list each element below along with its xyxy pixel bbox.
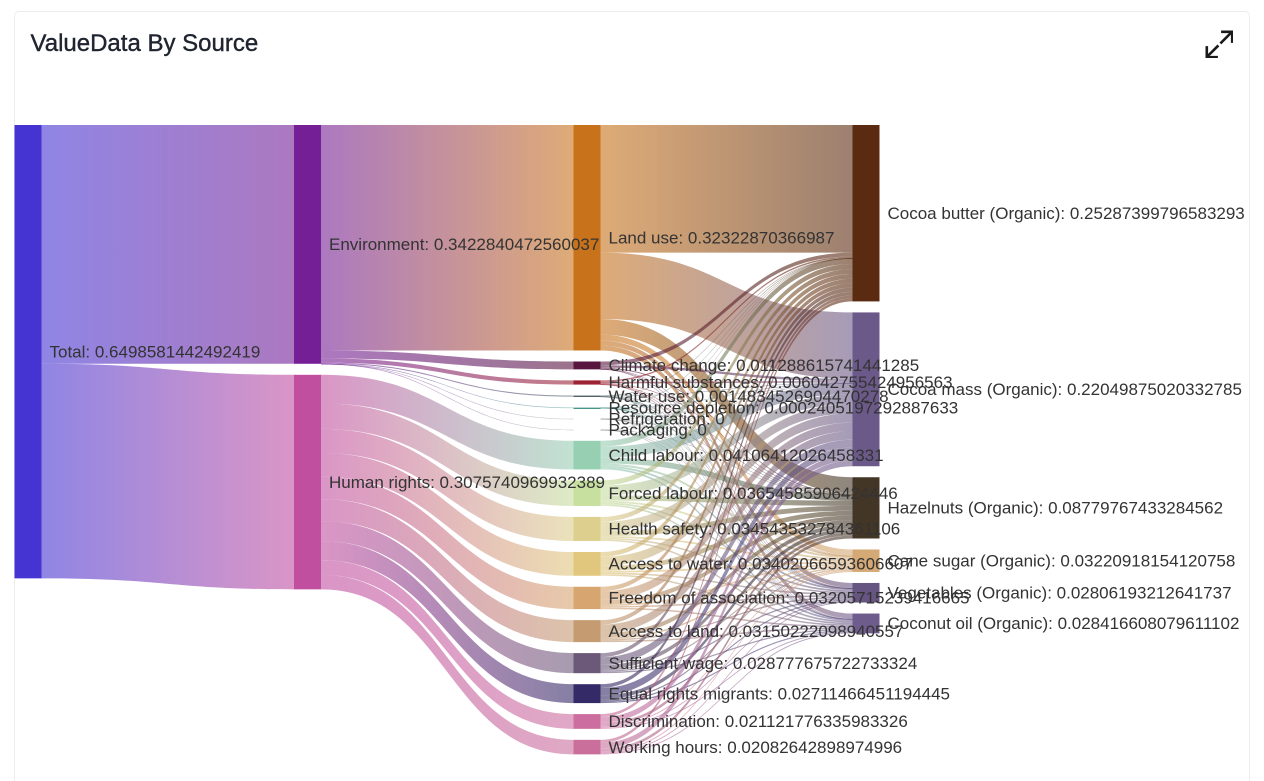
svg-text:Land use: 0.32322870366987: Land use: 0.32322870366987	[609, 228, 835, 247]
svg-text:Sufficient wage: 0.02877767572: Sufficient wage: 0.028777675722733324	[609, 654, 918, 673]
svg-text:Cocoa butter (Organic): 0.2528: Cocoa butter (Organic): 0.25287399796583…	[888, 204, 1245, 223]
svg-text:Packaging: 0: Packaging: 0	[609, 420, 707, 439]
svg-text:Vegetables (Organic): 0.028061: Vegetables (Organic): 0.0280619321264173…	[888, 583, 1232, 602]
svg-text:Water use: 0.00148345269044702: Water use: 0.0014834526904470278	[609, 387, 889, 406]
svg-text:Cocoa mass (Organic): 0.220498: Cocoa mass (Organic): 0.2204987502033278…	[888, 380, 1242, 399]
svg-text:Access to water: 0.03402066593: Access to water: 0.03402066593606607	[609, 555, 913, 574]
svg-text:Environment: 0.342284047256003: Environment: 0.3422840472560037	[329, 235, 599, 254]
svg-text:Human rights: 0.30757409699323: Human rights: 0.3075740969932389	[329, 473, 605, 492]
svg-text:Access to land: 0.031502220989: Access to land: 0.03150222098940557	[609, 622, 904, 641]
svg-text:Forced labour: 0.0365458590642: Forced labour: 0.03654585906424446	[609, 484, 898, 503]
svg-text:Health safety: 0.0345435327843: Health safety: 0.034543532784361106	[609, 520, 901, 539]
svg-text:Working hours: 0.0208264289897: Working hours: 0.02082642898974996	[609, 738, 903, 757]
svg-text:Equal rights migrants: 0.02711: Equal rights migrants: 0.027114664511944…	[609, 684, 951, 703]
svg-text:Total: 0.6498581442492419: Total: 0.6498581442492419	[50, 342, 261, 361]
svg-text:Hazelnuts (Organic): 0.0877976: Hazelnuts (Organic): 0.08779767433284562	[888, 499, 1224, 518]
svg-text:Coconut oil (Organic): 0.02841: Coconut oil (Organic): 0.028416608079611…	[888, 614, 1240, 633]
svg-text:Climate change: 0.011288615741: Climate change: 0.011288615741441285	[609, 356, 920, 375]
svg-text:Freedom of association: 0.0320: Freedom of association: 0.03205715239416…	[609, 589, 970, 608]
svg-text:Refrigeration: 0: Refrigeration: 0	[609, 409, 725, 428]
svg-text:Resource depletion: 0.00024051: Resource depletion: 0.000240519729288763…	[609, 398, 959, 417]
svg-text:Discrimination: 0.021121776335: Discrimination: 0.021121776335983326	[609, 712, 908, 731]
svg-text:Harmful substances: 0.00604275: Harmful substances: 0.006042755424956563	[609, 373, 953, 392]
svg-text:Child labour: 0.04106412026458: Child labour: 0.04106412026458331	[609, 446, 884, 465]
svg-text:Cane sugar (Organic): 0.032209: Cane sugar (Organic): 0.0322091815412075…	[888, 551, 1236, 570]
